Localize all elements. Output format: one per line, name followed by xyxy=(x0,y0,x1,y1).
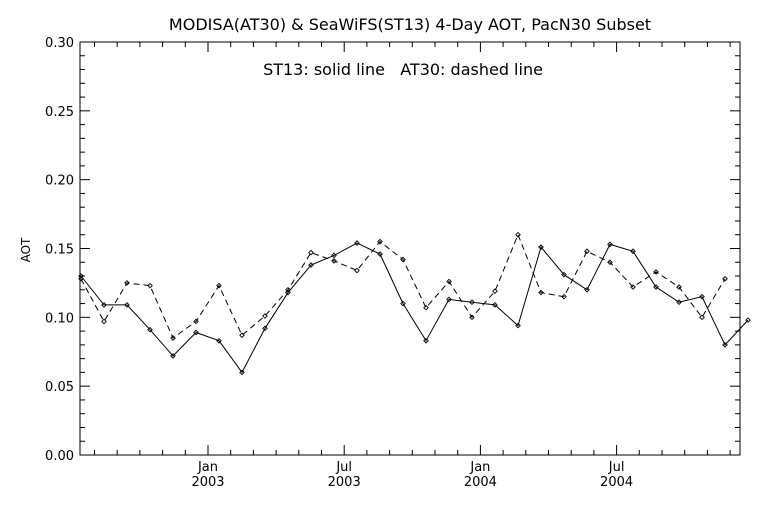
data-point-at30 xyxy=(216,282,222,289)
data-point-st13 xyxy=(630,248,636,255)
y-tick-label: 0.15 xyxy=(45,243,74,258)
data-point-at30 xyxy=(101,318,107,325)
data-point-st13 xyxy=(124,302,130,308)
chart-title: MODISA(AT30) & SeaWiFS(ST13) 4-Day AOT, … xyxy=(169,15,651,34)
x-tick-month-label: Jan xyxy=(469,460,490,475)
x-tick-month-label: Jan xyxy=(197,460,218,475)
data-point-at30 xyxy=(699,314,705,321)
x-tick-year-label: 2003 xyxy=(191,475,224,490)
x-tick-year-label: 2004 xyxy=(464,475,497,490)
data-point-st13 xyxy=(193,329,199,336)
data-point-at30 xyxy=(607,259,613,266)
data-point-st13 xyxy=(423,337,429,344)
y-axis: 0.00 0.05 0.10 0.15 0.20 0.25 0.30 xyxy=(45,36,740,464)
data-point-at30 xyxy=(354,267,360,274)
data-point-at30 xyxy=(630,284,636,290)
series-layer xyxy=(78,231,751,376)
y-axis-label: AOT xyxy=(19,237,33,262)
x-tick-month-label: Jul xyxy=(608,460,625,475)
x-tick-month-label: Jul xyxy=(335,460,352,475)
x-tick-year-label: 2003 xyxy=(328,475,361,490)
plot-frame xyxy=(79,41,741,456)
data-point-st13 xyxy=(239,369,245,376)
data-point-st13 xyxy=(147,326,153,333)
data-point-st13 xyxy=(607,241,613,248)
data-point-at30 xyxy=(423,304,429,311)
y-tick-label: 0.30 xyxy=(45,36,74,51)
y-tick-label: 0.20 xyxy=(45,174,74,189)
data-point-at30 xyxy=(331,258,337,264)
data-point-at30 xyxy=(538,289,544,296)
data-point-st13 xyxy=(170,353,176,359)
data-point-st13 xyxy=(446,296,452,303)
line-style-annotation: ST13: solid line AT30: dashed line xyxy=(263,60,543,79)
data-point-st13 xyxy=(331,252,337,259)
data-point-st13 xyxy=(515,322,521,329)
data-point-at30 xyxy=(676,284,682,290)
y-tick-label: 0.00 xyxy=(45,449,74,464)
data-point-at30 xyxy=(147,282,153,289)
data-point-st13 xyxy=(354,240,360,246)
data-point-st13 xyxy=(469,299,475,306)
data-point-at30 xyxy=(193,318,199,325)
data-point-at30 xyxy=(377,238,383,245)
data-point-at30 xyxy=(584,248,590,255)
data-point-st13 xyxy=(308,262,314,268)
data-point-at30 xyxy=(124,280,130,286)
y-tick-label: 0.10 xyxy=(45,311,74,326)
data-point-at30 xyxy=(308,249,314,256)
data-point-st13 xyxy=(101,302,107,308)
data-point-at30 xyxy=(78,275,84,282)
data-point-st13 xyxy=(262,325,268,332)
data-point-st13 xyxy=(216,337,222,344)
data-point-at30 xyxy=(239,332,245,339)
data-point-st13 xyxy=(377,251,383,257)
data-point-at30 xyxy=(446,278,452,285)
data-point-at30 xyxy=(492,288,498,295)
data-point-at30 xyxy=(722,275,728,282)
data-point-at30 xyxy=(400,256,406,263)
x-tick-year-label: 2004 xyxy=(600,475,633,490)
data-point-st13 xyxy=(722,342,728,348)
data-point-st13 xyxy=(584,286,590,293)
data-point-st13 xyxy=(492,302,498,308)
data-point-st13 xyxy=(676,299,682,306)
data-point-st13 xyxy=(699,293,705,300)
series-line-at30 xyxy=(80,233,726,339)
data-point-st13 xyxy=(745,317,751,323)
series-line-st13 xyxy=(80,242,749,374)
data-point-at30 xyxy=(469,314,475,321)
data-point-at30 xyxy=(262,313,268,319)
data-point-st13 xyxy=(78,273,84,279)
data-point-st13 xyxy=(561,271,567,278)
y-tick-label: 0.05 xyxy=(45,380,74,395)
data-point-at30 xyxy=(653,269,659,275)
data-point-at30 xyxy=(285,286,291,293)
data-point-st13 xyxy=(538,244,544,250)
data-point-at30 xyxy=(561,293,567,300)
data-point-st13 xyxy=(400,300,406,307)
data-point-st13 xyxy=(653,284,659,290)
data-point-at30 xyxy=(170,335,176,341)
data-point-at30 xyxy=(515,231,521,238)
y-tick-label: 0.25 xyxy=(45,105,74,120)
